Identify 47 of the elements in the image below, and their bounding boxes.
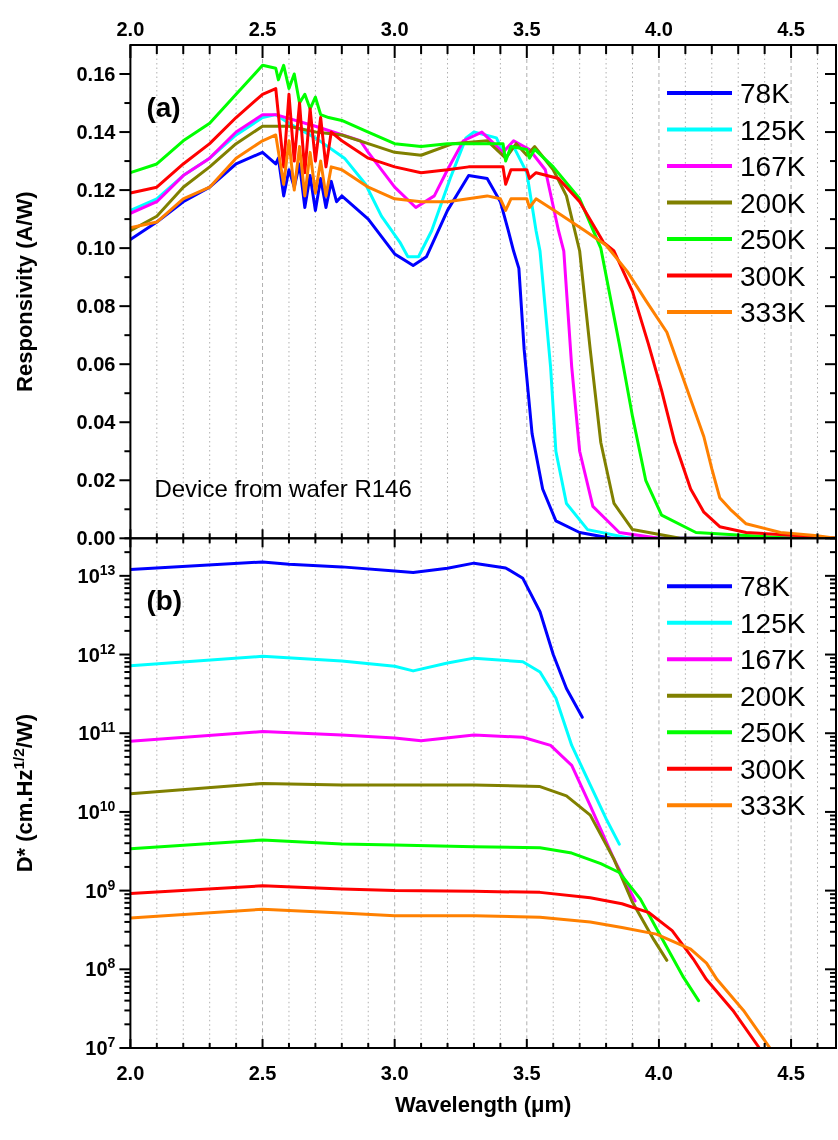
y-tick-label: 0.10 — [76, 237, 116, 260]
y-tick-label: 10$^{10}$ — [77, 797, 116, 823]
y-tick-label: 0.14 — [76, 121, 117, 144]
legend-label: 200K — [740, 680, 806, 712]
y-tick-label: 10$^{7}$ — [85, 1034, 116, 1059]
y-tick-label: 10$^{9}$ — [85, 876, 116, 902]
y-tick-label: 0.06 — [76, 353, 116, 376]
y-tick-label: 10$^{13}$ — [77, 561, 116, 587]
legend-label: 250K — [740, 717, 806, 749]
legend-label: 300K — [740, 753, 806, 785]
annotation: (a) — [146, 92, 181, 123]
y-axis-title: Responsivity (A/W) — [12, 191, 37, 392]
x-tick-label: 4.5 — [777, 1062, 805, 1084]
x-axis-title: Wavelength (μm) — [394, 1092, 572, 1117]
y-tick-label: 10$^{11}$ — [78, 719, 116, 745]
annotation: (b) — [146, 585, 183, 617]
y-tick-label: 0.00 — [76, 527, 116, 550]
x-tick-label: 4.0 — [645, 1062, 673, 1084]
x-tick-label: 2.0 — [116, 1062, 145, 1084]
legend-label: 78K — [740, 571, 791, 603]
y-tick-label: 10$^{12}$ — [77, 640, 116, 666]
x-tick-label: 2.0 — [116, 18, 145, 40]
y-tick-label: 10$^{8}$ — [85, 955, 116, 981]
legend-label: 167K — [740, 644, 806, 676]
x-tick-label: 2.5 — [248, 1062, 277, 1084]
legend-label: 333K — [740, 297, 806, 328]
legend-label: 250K — [740, 224, 806, 255]
x-tick-label: 3.0 — [380, 18, 409, 40]
x-tick-label: 2.5 — [248, 18, 277, 40]
legend-label: 333K — [740, 790, 806, 822]
legend-label: 200K — [740, 187, 806, 219]
legend-label: 167K — [740, 151, 806, 182]
x-tick-label: 3.5 — [512, 1062, 541, 1084]
y-tick-label: 0.04 — [76, 411, 117, 434]
legend-label: 78K — [740, 78, 791, 109]
legend-label: 125K — [740, 607, 806, 639]
x-tick-label: 4.0 — [645, 18, 673, 40]
x-tick-label: 3.5 — [512, 18, 541, 40]
y-tick-label: 0.12 — [76, 179, 116, 202]
y-tick-label: 0.08 — [76, 295, 116, 318]
y-tick-label: 0.16 — [76, 63, 116, 86]
x-tick-label: 4.5 — [777, 18, 805, 40]
y-tick-label: 0.02 — [76, 469, 116, 492]
legend-label: 300K — [740, 260, 806, 292]
x-tick-label: 3.0 — [380, 1062, 409, 1084]
annotation: Device from wafer R146 — [154, 475, 412, 503]
legend-label: 125K — [740, 114, 806, 146]
